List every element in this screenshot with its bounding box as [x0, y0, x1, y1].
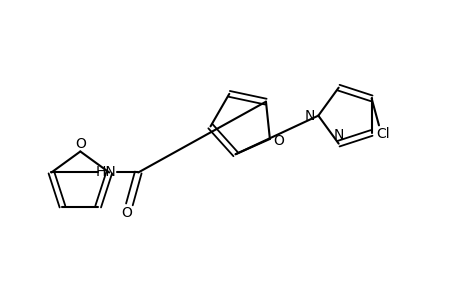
Text: Cl: Cl: [375, 127, 389, 141]
Text: HN: HN: [96, 166, 117, 179]
Text: O: O: [121, 206, 132, 220]
Text: O: O: [75, 137, 85, 151]
Text: N: N: [333, 128, 343, 142]
Text: N: N: [304, 109, 314, 123]
Text: O: O: [273, 134, 284, 148]
